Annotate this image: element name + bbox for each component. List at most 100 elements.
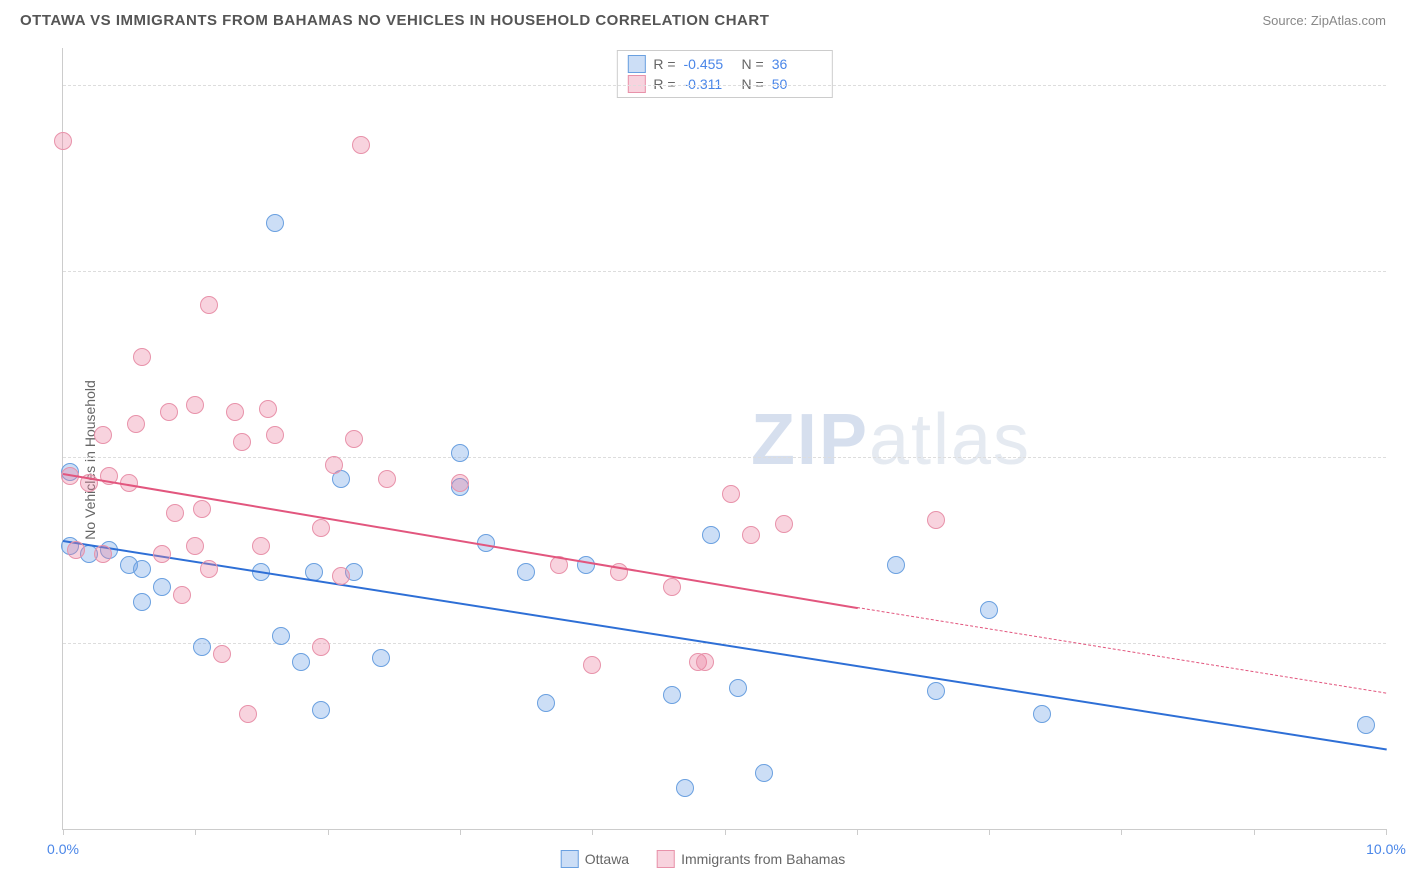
n-label: N = (742, 76, 764, 92)
n-label: N = (742, 56, 764, 72)
data-point (345, 430, 363, 448)
data-point (451, 444, 469, 462)
data-point (133, 593, 151, 611)
r-value: -0.311 (684, 76, 734, 92)
data-point (312, 701, 330, 719)
data-point (537, 694, 555, 712)
chart-title: OTTAWA VS IMMIGRANTS FROM BAHAMAS NO VEH… (20, 12, 769, 29)
data-point (160, 403, 178, 421)
legend: Ottawa Immigrants from Bahamas (561, 850, 846, 868)
series-swatch (627, 55, 645, 73)
data-point (259, 400, 277, 418)
x-tick (1386, 829, 1387, 835)
data-point (729, 679, 747, 697)
data-point (166, 504, 184, 522)
data-point (266, 426, 284, 444)
gridline (63, 271, 1386, 272)
data-point (676, 779, 694, 797)
data-point (186, 537, 204, 555)
data-point (252, 537, 270, 555)
data-point (94, 426, 112, 444)
stats-row: R = -0.311 N = 50 (627, 75, 821, 93)
data-point (927, 682, 945, 700)
chart-container: No Vehicles in Household ZIPatlas R =-0.… (20, 48, 1386, 872)
data-point (1033, 705, 1051, 723)
data-point (153, 545, 171, 563)
n-value: 36 (772, 56, 822, 72)
data-point (133, 560, 151, 578)
x-tick (328, 829, 329, 835)
x-tick (1121, 829, 1122, 835)
data-point (312, 519, 330, 537)
watermark: ZIPatlas (751, 399, 1031, 481)
stats-row: R = -0.455 N = 36 (627, 55, 821, 73)
data-point (153, 578, 171, 596)
stats-box: R = -0.455 N = 36 R = -0.311 N = 50 (616, 50, 832, 98)
data-point (663, 686, 681, 704)
source-label: Source: ZipAtlas.com (1262, 13, 1386, 28)
data-point (927, 511, 945, 529)
r-label: R = (653, 56, 675, 72)
data-point (980, 601, 998, 619)
trend-line (63, 540, 1387, 751)
x-tick (195, 829, 196, 835)
data-point (702, 526, 720, 544)
data-point (193, 638, 211, 656)
legend-swatch (561, 850, 579, 868)
legend-swatch (657, 850, 675, 868)
data-point (213, 645, 231, 663)
data-point (722, 485, 740, 503)
data-point (742, 526, 760, 544)
data-point (378, 470, 396, 488)
data-point (200, 296, 218, 314)
x-tick (1254, 829, 1255, 835)
gridline (63, 457, 1386, 458)
data-point (577, 556, 595, 574)
data-point (54, 132, 72, 150)
data-point (226, 403, 244, 421)
data-point (755, 764, 773, 782)
x-tick-label: 0.0% (47, 841, 79, 857)
r-label: R = (653, 76, 675, 92)
data-point (583, 656, 601, 674)
data-point (186, 396, 204, 414)
data-point (266, 214, 284, 232)
x-tick (63, 829, 64, 835)
data-point (173, 586, 191, 604)
data-point (663, 578, 681, 596)
data-point (372, 649, 390, 667)
data-point (272, 627, 290, 645)
n-value: 50 (772, 76, 822, 92)
data-point (239, 705, 257, 723)
data-point (696, 653, 714, 671)
data-point (94, 545, 112, 563)
x-tick-label: 10.0% (1366, 841, 1406, 857)
data-point (200, 560, 218, 578)
legend-item: Ottawa (561, 850, 629, 868)
data-point (775, 515, 793, 533)
x-tick (592, 829, 593, 835)
data-point (292, 653, 310, 671)
legend-label: Immigrants from Bahamas (681, 851, 845, 867)
series-swatch (627, 75, 645, 93)
data-point (517, 563, 535, 581)
data-point (1357, 716, 1375, 734)
legend-label: Ottawa (585, 851, 629, 867)
data-point (127, 415, 145, 433)
r-value: -0.455 (684, 56, 734, 72)
data-point (332, 567, 350, 585)
header: OTTAWA VS IMMIGRANTS FROM BAHAMAS NO VEH… (0, 0, 1406, 37)
data-point (193, 500, 211, 518)
x-tick (460, 829, 461, 835)
data-point (133, 348, 151, 366)
data-point (67, 541, 85, 559)
data-point (233, 433, 251, 451)
data-point (325, 456, 343, 474)
trend-line-extrapolated (857, 607, 1387, 694)
x-tick (857, 829, 858, 835)
data-point (887, 556, 905, 574)
data-point (352, 136, 370, 154)
gridline (63, 85, 1386, 86)
data-point (312, 638, 330, 656)
data-point (451, 474, 469, 492)
